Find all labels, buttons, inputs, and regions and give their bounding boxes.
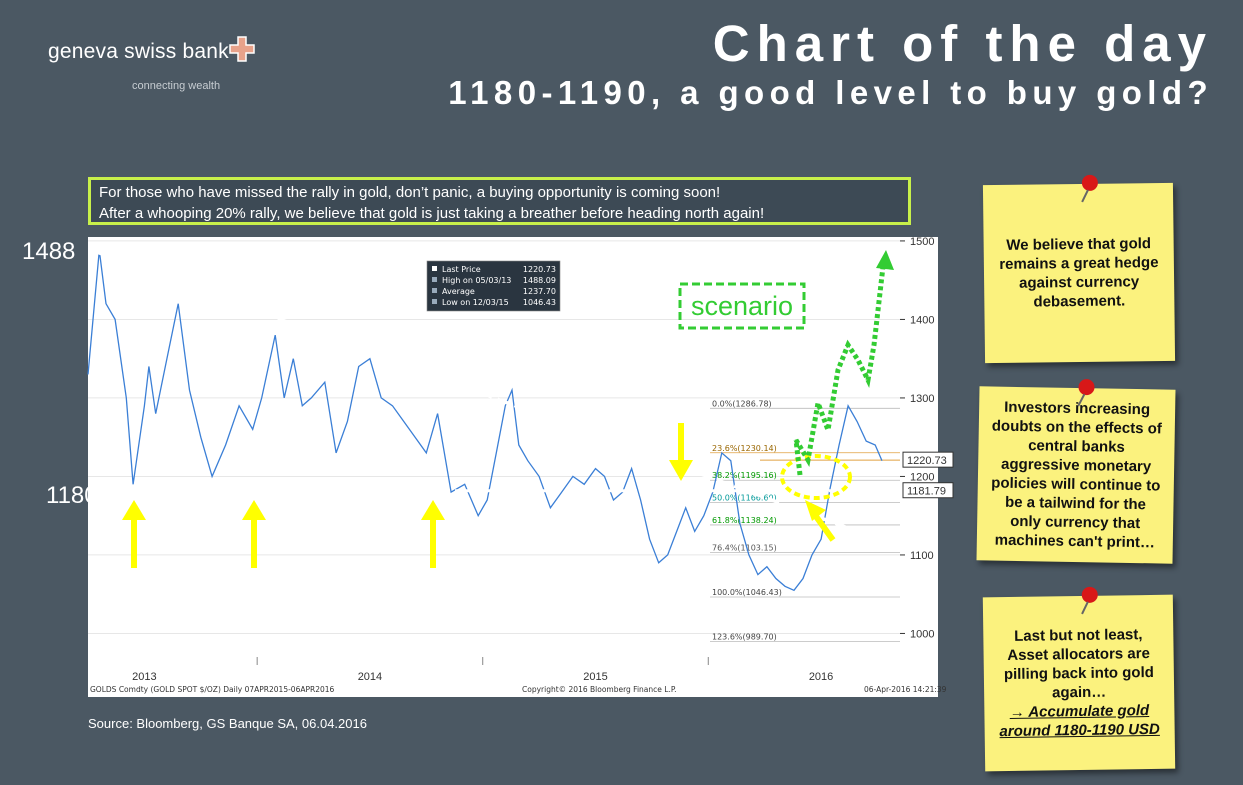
support-level-label: Support level	[292, 499, 380, 516]
chart-footer-right: 06-Apr-2016 14:21:39	[864, 685, 947, 694]
callout-line-1: For those who have missed the rally in g…	[99, 184, 721, 201]
page-subtitle: 1180-1190, a good level to buy gold?	[448, 74, 1213, 111]
svg-text:1181.79: 1181.79	[907, 486, 946, 498]
chart-footer-left: GOLDS Comdty (GOLD SPOT $/OZ) Daily 07AP…	[90, 685, 335, 694]
legend-label: Last Price	[442, 265, 481, 274]
legend-label: Average	[442, 287, 475, 296]
up-arrow-icon	[122, 500, 146, 568]
fib-label: 50.0%(1166.60)	[712, 494, 777, 503]
sticky-note-accumulate: Last but not least, Asset allocators are…	[982, 586, 1176, 772]
note-text: Last but not least, Asset allocators are…	[1003, 626, 1154, 702]
legend-value: 1220.73	[523, 265, 556, 274]
sticky-note-central-banks: Investors increasing doubts on the effec…	[976, 379, 1176, 564]
scenario-arrow-icon	[876, 250, 894, 270]
legend-value: 1237.70	[523, 287, 556, 296]
fib-label: 0.0%(1286.78)	[712, 399, 772, 408]
high-level-label: 1488	[22, 238, 76, 265]
fib-label: 23.6%(1230.14)	[712, 444, 777, 453]
legend-value: 1046.43	[523, 298, 556, 307]
x-tick-label: 2013	[132, 671, 156, 683]
scenario-box: scenario	[678, 282, 806, 330]
up-arrow-icon	[421, 500, 445, 568]
y-tick-label: 1500	[910, 236, 934, 248]
source-note: Source: Bloomberg, GS Banque SA, 06.04.2…	[88, 716, 367, 731]
legend-marker	[432, 266, 437, 271]
page-title: Chart of the day	[712, 15, 1213, 72]
buy-zone-ellipse	[780, 454, 852, 500]
note-text: We believe that gold remains a great hed…	[999, 235, 1159, 311]
last-price-tag: 1220.73	[902, 451, 954, 468]
legend-marker	[432, 299, 437, 304]
legend-marker	[432, 277, 437, 282]
fib-label: 76.4%(1103.15)	[712, 543, 777, 552]
x-axis-ticks: 2013 2014 2015 2016	[132, 657, 833, 683]
price-series-line	[87, 250, 883, 592]
low-level-label: 1180	[46, 482, 98, 509]
diagonal-arrow-icon	[805, 500, 836, 542]
note-text: Investors increasing doubts on the effec…	[991, 398, 1162, 552]
gridlines	[88, 240, 900, 634]
fib-label: 100.0%(1046.43)	[712, 588, 782, 597]
brand-logo: geneva swiss bank connecting wealth	[48, 36, 255, 92]
down-arrow-icon	[669, 423, 693, 481]
scenario-path	[793, 257, 887, 476]
svg-text:scenario: scenario	[691, 291, 793, 321]
brand-name: geneva swiss bank	[48, 40, 229, 63]
fib-label: 38.2%(1195.16)	[712, 471, 777, 480]
up-arrow-icon	[242, 500, 266, 568]
x-axis-panel	[88, 657, 938, 697]
x-tick-label: 2015	[583, 671, 607, 683]
commentary-callout: For those who have missed the rally in g…	[88, 177, 911, 225]
brand-tagline: connecting wealth	[132, 80, 221, 92]
pushpin-icon	[1077, 379, 1095, 407]
y-tick-label: 1000	[910, 628, 934, 640]
legend-marker	[432, 288, 437, 293]
fib-label: 123.6%(989.70)	[712, 633, 777, 642]
legend-value: 1488.09	[523, 276, 556, 285]
callout-line-2: After a whooping 20% rally, we believe t…	[99, 205, 765, 222]
legend-label: High on 05/03/13	[442, 276, 511, 285]
y-axis-ticks: 1000 1100 1200 1300 1400 1500	[900, 236, 934, 640]
y-tick-label: 1200	[910, 471, 934, 483]
support-price-tag: 1181.79	[902, 482, 954, 499]
yellow-up-arrows	[122, 500, 445, 568]
fib-label: 61.8%(1138.24)	[712, 516, 777, 525]
y-tick-label: 1100	[910, 550, 934, 562]
swiss-cross-icon	[229, 36, 255, 62]
x-tick-label: 2016	[809, 671, 833, 683]
chart-legend: Last Price 1220.73 High on 05/03/13 1488.09…	[426, 260, 561, 312]
legend-label: Low on 12/03/15	[442, 298, 509, 307]
y-tick-label: 1400	[910, 314, 934, 326]
svg-text:1220.73: 1220.73	[907, 455, 947, 467]
sticky-note-hedge: We believe that gold remains a great hed…	[982, 174, 1176, 364]
pushpin-icon	[1081, 586, 1098, 615]
fibonacci-levels: 0.0%(1286.78) 23.6%(1230.14) 38.2%(1195.16…	[710, 399, 900, 642]
note-action: → Accumulate gold around 1180-1190 USD	[999, 702, 1160, 741]
x-tick-label: 2014	[358, 671, 382, 683]
y-tick-label: 1300	[910, 393, 934, 405]
axis-panel	[900, 237, 938, 657]
pushpin-icon	[1081, 174, 1098, 203]
chart-footer-center: Copyright© 2016 Bloomberg Finance L.P.	[522, 685, 677, 694]
